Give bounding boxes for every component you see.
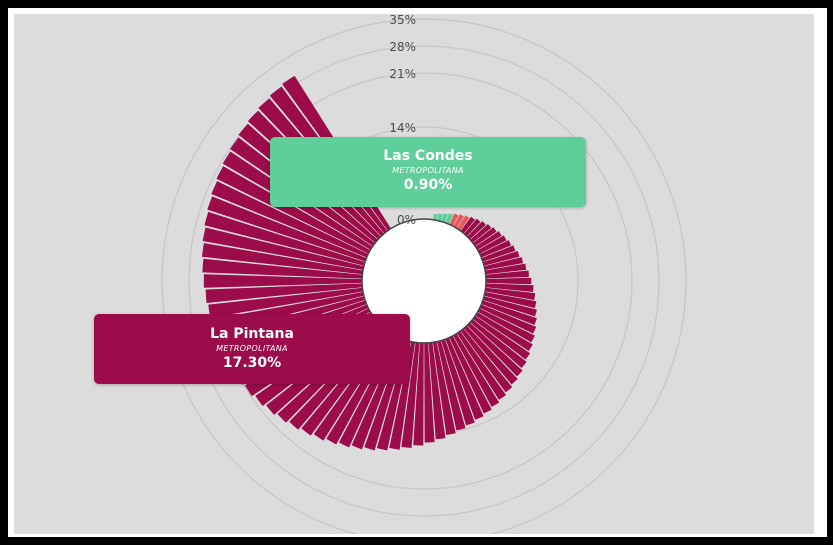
- grid-circle-3: [161, 18, 687, 534]
- bar-26[interactable]: [479, 304, 537, 334]
- bar-2[interactable]: [441, 213, 448, 223]
- bar-31[interactable]: [467, 322, 523, 377]
- bar-1[interactable]: [437, 213, 443, 222]
- bar-44[interactable]: [401, 342, 420, 449]
- tooltip-low-region: METROPOLITANA: [392, 166, 464, 175]
- bar-3[interactable]: [445, 213, 454, 225]
- bar-18[interactable]: [485, 263, 527, 275]
- bar-43[interactable]: [413, 342, 424, 446]
- bar-34[interactable]: [457, 331, 507, 400]
- bar-21[interactable]: [485, 283, 534, 292]
- bar-72[interactable]: [216, 166, 371, 254]
- bar-67[interactable]: [201, 243, 363, 275]
- bar-15[interactable]: [481, 245, 516, 262]
- tooltip-low-value: 0.90%: [403, 177, 453, 193]
- tick-label-2: 21%: [389, 67, 416, 81]
- bar-6[interactable]: [457, 215, 470, 231]
- bar-30[interactable]: [470, 319, 527, 369]
- bar-0[interactable]: [432, 213, 438, 221]
- bar-28[interactable]: [475, 312, 533, 351]
- bar-11[interactable]: [473, 227, 497, 247]
- tick-label-1: 14%: [389, 121, 416, 135]
- bar-69[interactable]: [204, 211, 365, 266]
- bar-70[interactable]: [207, 196, 367, 262]
- bar-71[interactable]: [211, 181, 369, 258]
- bar-40[interactable]: [432, 341, 456, 435]
- bar-16[interactable]: [483, 250, 520, 266]
- tick-label-0: 0%: [397, 213, 416, 227]
- bar-25[interactable]: [481, 300, 537, 326]
- bar-10[interactable]: [470, 223, 492, 243]
- grid-circle-2: [188, 45, 660, 517]
- bar-64[interactable]: [205, 283, 363, 303]
- bar-35[interactable]: [453, 333, 500, 407]
- tick-label-4: 35%: [389, 14, 416, 27]
- bar-12[interactable]: [475, 231, 502, 250]
- bar-66[interactable]: [202, 258, 363, 279]
- bar-38[interactable]: [441, 339, 475, 426]
- bar-24[interactable]: [483, 296, 537, 317]
- bar-36[interactable]: [449, 335, 492, 414]
- tooltip-las-condes: Las Condes METROPOLITANA 0.90%: [270, 137, 586, 207]
- bar-27[interactable]: [477, 308, 535, 343]
- tooltip-la-pintana: La Pintana METROPOLITANA 17.30%: [94, 314, 410, 384]
- bar-9[interactable]: [467, 221, 486, 240]
- bar-42[interactable]: [424, 342, 435, 443]
- bar-29[interactable]: [473, 315, 531, 360]
- bar-14[interactable]: [479, 240, 512, 258]
- bar-32[interactable]: [464, 325, 518, 385]
- tick-label-3: 28%: [389, 40, 416, 54]
- bar-23[interactable]: [484, 292, 537, 309]
- bar-5[interactable]: [453, 214, 464, 229]
- bar-20[interactable]: [485, 277, 532, 285]
- bar-41[interactable]: [428, 342, 446, 440]
- tooltip-low-name: Las Condes: [383, 148, 473, 164]
- bar-63[interactable]: [208, 287, 363, 318]
- bar-7[interactable]: [460, 216, 475, 234]
- ticks-layer: 0% 14% 21% 28% 35%: [389, 14, 416, 227]
- bar-8[interactable]: [464, 218, 481, 237]
- bar-37[interactable]: [445, 337, 484, 420]
- bar-22[interactable]: [485, 287, 536, 300]
- bar-65[interactable]: [203, 274, 363, 288]
- bar-19[interactable]: [485, 270, 529, 279]
- tooltip-high-name: La Pintana: [210, 326, 294, 342]
- radial-bar-chart: 0% 14% 21% 28% 35%: [161, 14, 687, 534]
- bar-68[interactable]: [202, 227, 364, 270]
- tooltip-high-value: 17.30%: [222, 355, 282, 371]
- center-hole: [361, 218, 487, 344]
- tooltip-high-region: METROPOLITANA: [216, 344, 288, 353]
- bar-13[interactable]: [477, 235, 507, 254]
- bar-17[interactable]: [484, 257, 523, 270]
- bar-33[interactable]: [460, 328, 513, 393]
- bar-39[interactable]: [437, 340, 466, 431]
- bar-4[interactable]: [449, 213, 459, 227]
